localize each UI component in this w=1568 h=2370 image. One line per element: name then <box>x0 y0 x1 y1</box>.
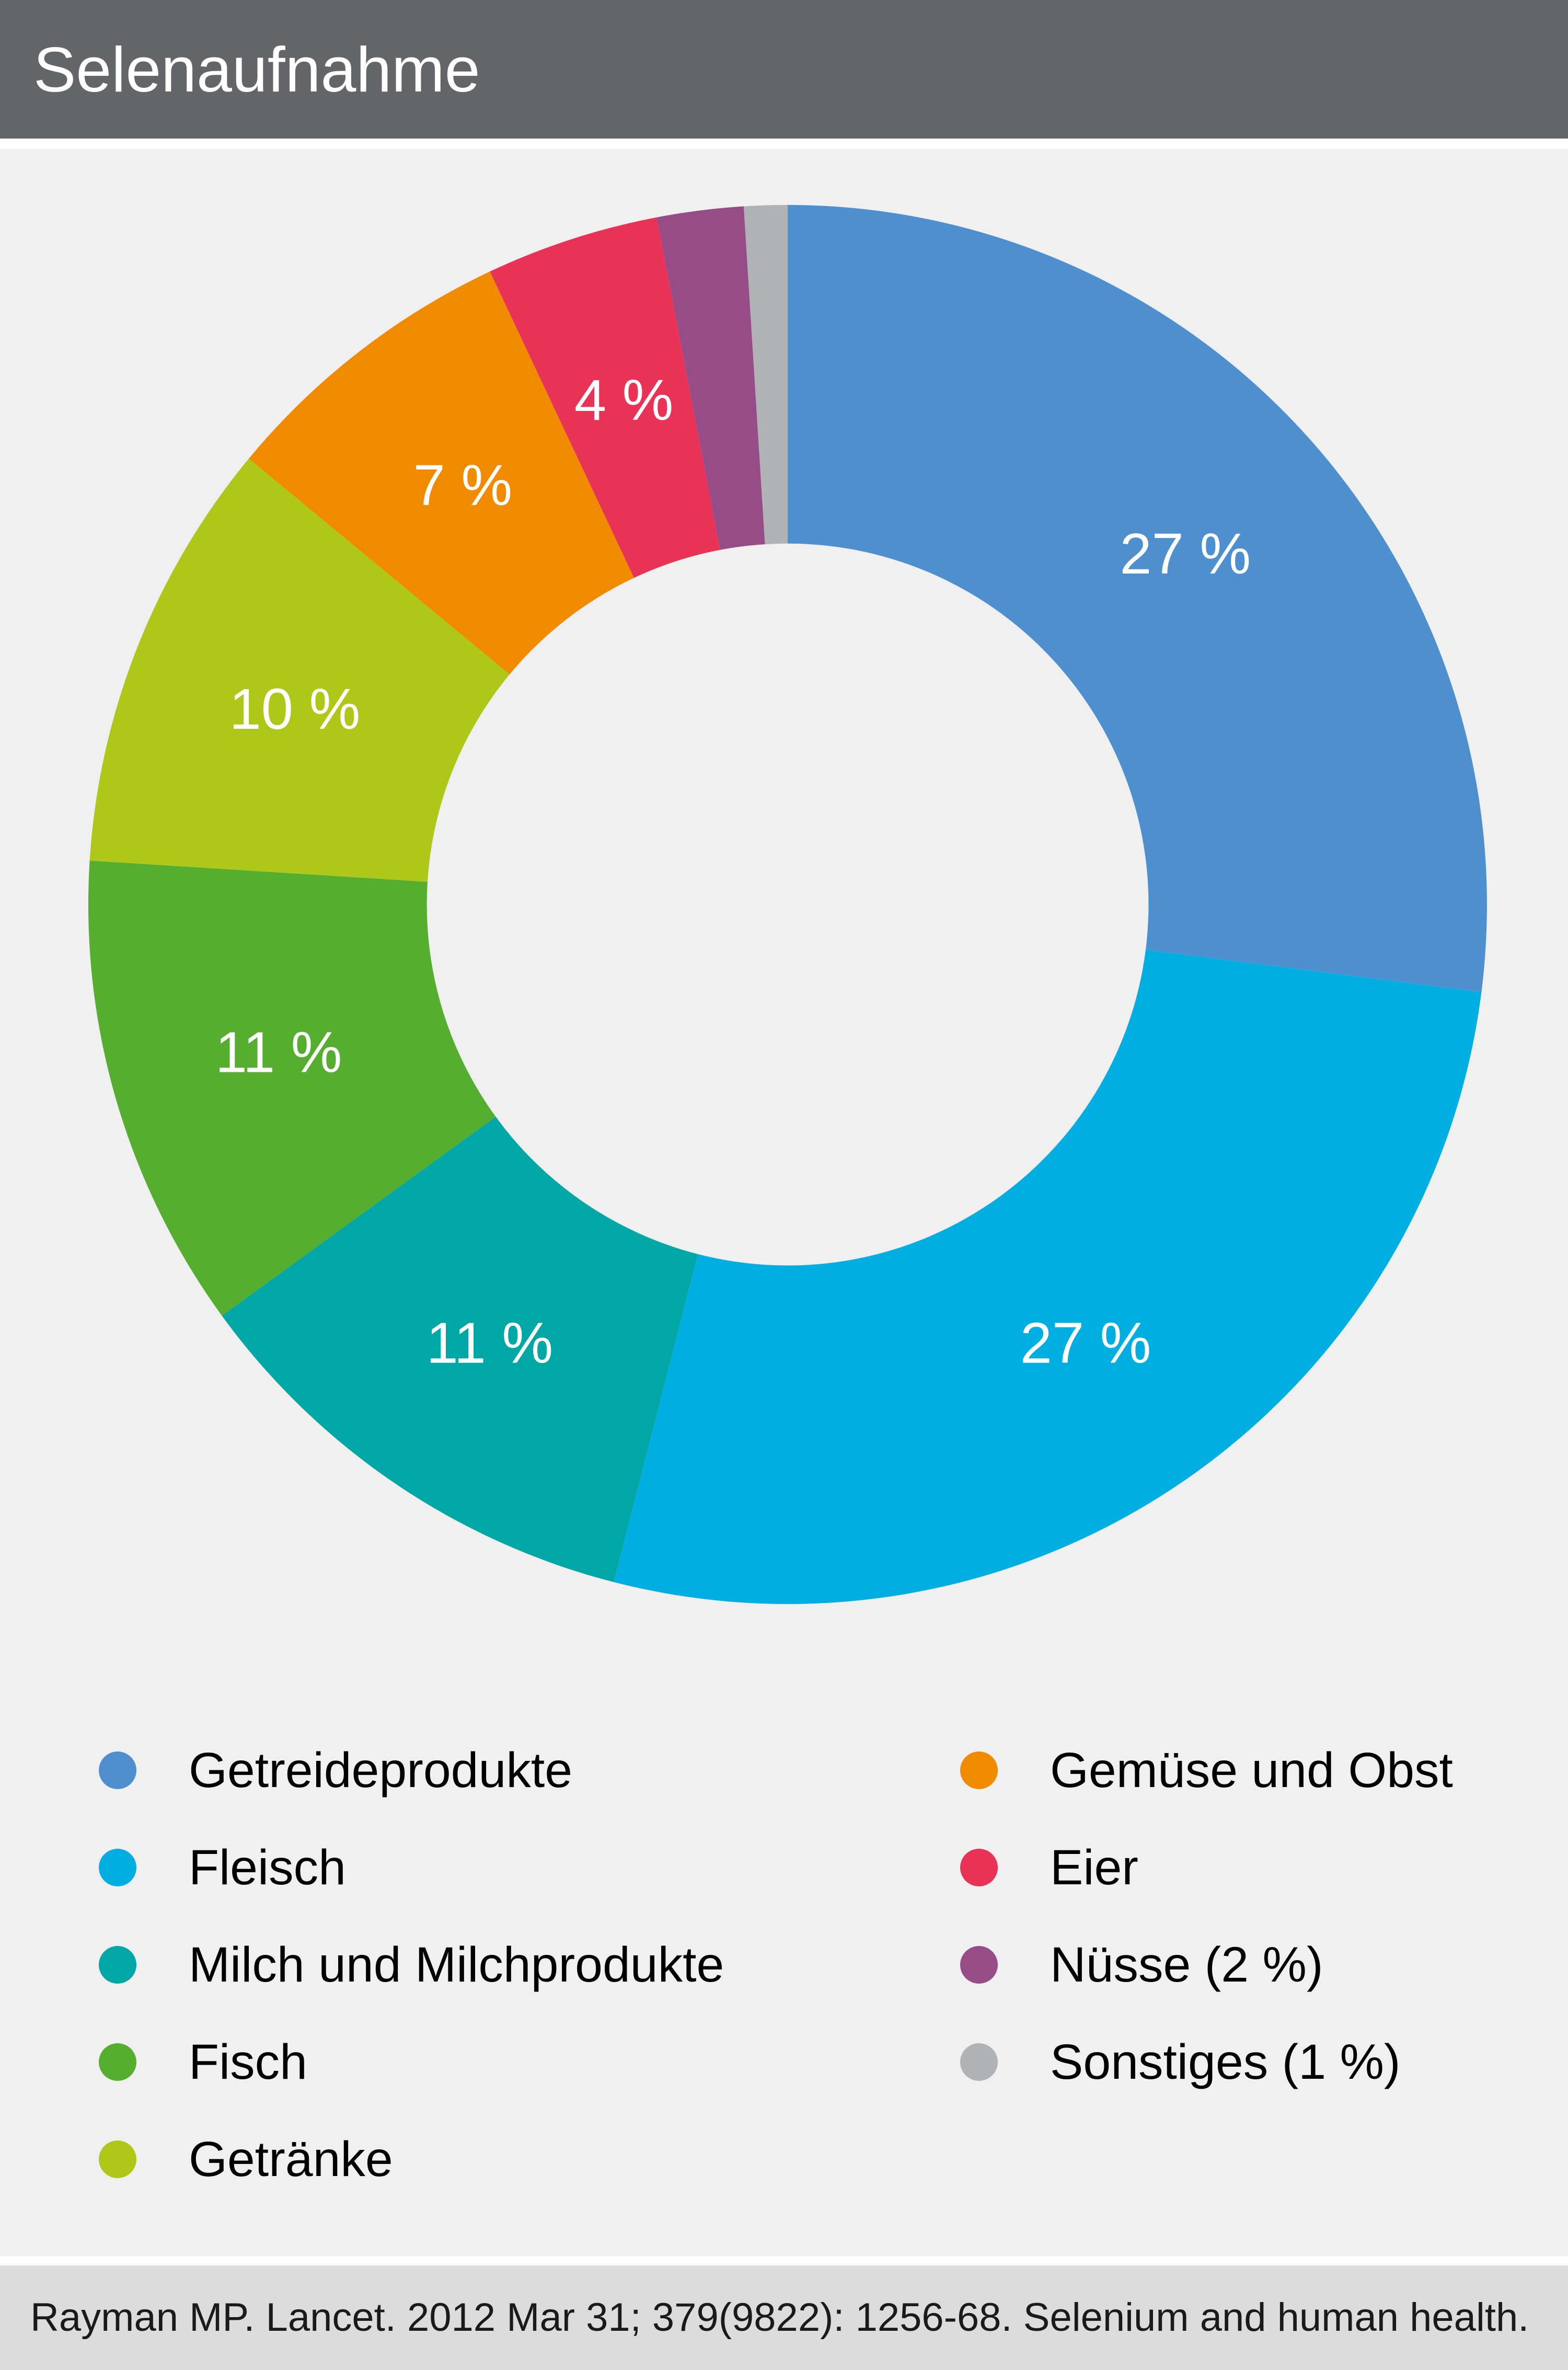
page-title: Selenaufnahme <box>33 33 480 105</box>
donut-slice-fleisch <box>614 949 1482 1605</box>
legend-marker-getraenke <box>99 2140 136 2178</box>
slice-label-getraenke: 10 % <box>229 677 361 741</box>
legend-column-left: Getreideprodukte Fleisch Milch und Milchpr… <box>99 1722 724 2208</box>
legend-item-fisch: Fisch <box>99 2013 724 2111</box>
legend-item-getraenke: Getränke <box>99 2111 724 2208</box>
legend-label: Getränke <box>189 2131 393 2187</box>
legend-marker-getreideprodukte <box>99 1751 136 1789</box>
donut-slice-fisch <box>88 861 496 1316</box>
slice-label-milch-und-milchprodukte: 11 % <box>426 1311 554 1375</box>
slice-label-getreideprodukte: 27 % <box>1120 522 1251 586</box>
donut-slice-nuesse <box>656 206 765 550</box>
slice-label-fisch: 11 % <box>215 1021 342 1085</box>
legend-marker-eier <box>960 1849 998 1886</box>
legend-label: Fleisch <box>189 1839 346 1895</box>
source-bar: Rayman MP. Lancet. 2012 Mar 31; 379(9822… <box>0 2256 1568 2370</box>
donut-slice-sonstiges <box>744 204 788 544</box>
legend-marker-milch-und-milchprodukte <box>99 1946 136 1984</box>
donut-slice-getraenke <box>89 459 510 882</box>
legend-label: Getreideprodukte <box>189 1742 573 1798</box>
legend-label: Eier <box>1050 1839 1138 1895</box>
legend-item-getreideprodukte: Getreideprodukte <box>99 1722 724 1819</box>
legend-label: Fisch <box>189 2034 307 2090</box>
legend-item-gemuese-und-obst: Gemüse und Obst <box>960 1722 1453 1819</box>
slice-label-eier: 4 % <box>574 368 674 432</box>
citation-text: Rayman MP. Lancet. 2012 Mar 31; 379(9822… <box>30 2295 1529 2340</box>
legend-item-eier: Eier <box>960 1819 1453 1916</box>
legend-item-sonstiges-1: Sonstiges (1 %) <box>960 2013 1453 2111</box>
legend-item-nuesse-2: Nüsse (2 %) <box>960 1916 1453 2013</box>
legend-item-milch-und-milchprodukte: Milch und Milchprodukte <box>99 1916 724 2013</box>
legend-marker-fleisch <box>99 1849 136 1886</box>
donut-slice-getreideprodukte <box>788 205 1487 992</box>
legend-marker-gemuese-und-obst <box>960 1751 998 1789</box>
legend-label: Nüsse (2 %) <box>1050 1937 1323 1993</box>
legend-label: Gemüse und Obst <box>1050 1742 1453 1798</box>
legend-column-right: Gemüse und Obst Eier Nüsse (2 %) Sonstiges … <box>960 1722 1453 2111</box>
slice-label-gemuese-und-obst: 7 % <box>413 453 513 518</box>
legend-item-fleisch: Fleisch <box>99 1819 724 1916</box>
slice-label-fleisch: 27 % <box>1020 1311 1151 1375</box>
legend-label: Milch und Milchprodukte <box>189 1937 724 1993</box>
legend-marker-sonstiges-1 <box>960 2043 998 2081</box>
legend-marker-nuesse-2 <box>960 1946 998 1984</box>
legend-label: Sonstiges (1 %) <box>1050 2034 1401 2090</box>
legend-marker-fisch <box>99 2043 136 2081</box>
donut-slice-milch-und-milchprodukte <box>222 1116 698 1582</box>
donut-slice-eier <box>490 217 720 578</box>
donut-slice-gemuese-und-obst <box>249 271 635 674</box>
title-bar: Selenaufnahme <box>0 0 1568 149</box>
